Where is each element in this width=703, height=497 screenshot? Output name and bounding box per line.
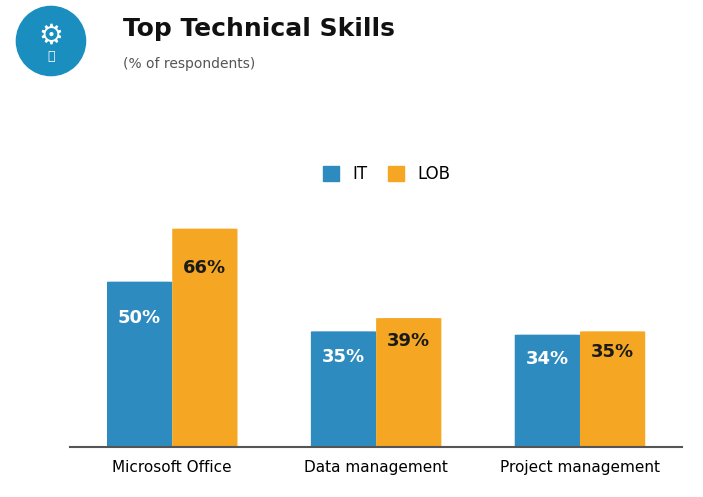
Text: 66%: 66% — [183, 259, 226, 277]
Text: Top Technical Skills: Top Technical Skills — [123, 17, 395, 41]
Text: 34%: 34% — [526, 350, 569, 368]
Text: ⛮: ⛮ — [47, 50, 55, 63]
FancyBboxPatch shape — [107, 282, 172, 447]
Text: (% of respondents): (% of respondents) — [123, 57, 255, 71]
Text: ⚙: ⚙ — [39, 21, 63, 49]
FancyBboxPatch shape — [376, 318, 441, 447]
Text: 50%: 50% — [118, 309, 161, 327]
FancyBboxPatch shape — [311, 331, 376, 447]
Text: 39%: 39% — [387, 332, 430, 350]
Text: 35%: 35% — [322, 348, 365, 366]
Text: 35%: 35% — [591, 343, 634, 361]
FancyBboxPatch shape — [172, 229, 238, 447]
FancyBboxPatch shape — [515, 334, 580, 447]
Circle shape — [16, 6, 86, 76]
FancyBboxPatch shape — [580, 331, 645, 447]
Legend: IT, LOB: IT, LOB — [318, 160, 456, 188]
